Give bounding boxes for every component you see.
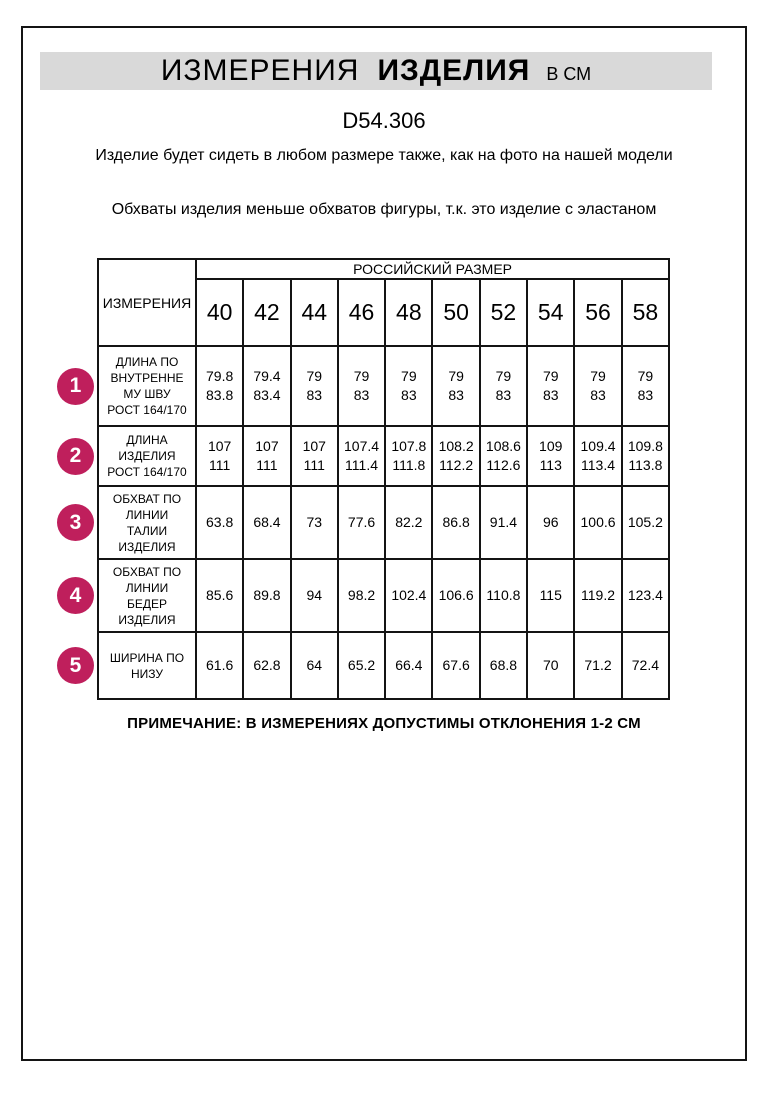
size-column-header: 50 [431,278,481,347]
intro-elastane-note: Обхваты изделия меньше обхватов фигуры, … [111,201,657,218]
row-number-badge: 2 [57,437,94,475]
value-cell: 109 113 [526,425,576,487]
row-number-badge: 3 [57,504,94,541]
value-cell: 89.8 [242,558,292,633]
value-cell: 110.8 [478,558,529,633]
value-cell: 70 [526,631,576,700]
row-number-badge: 4 [57,577,94,614]
value-cell: 115 [526,558,576,633]
size-column-header: 42 [242,278,292,347]
title-unit: В СМ [546,64,592,84]
measurements-table: ИЗМЕРЕНИЯ РОССИЙСКИЙ РАЗМЕР 40 42 44 46 48 50… [97,258,671,700]
value-cell: 107 111 [242,425,292,487]
title-product: ИЗДЕЛИЯ [377,54,531,87]
table-row: ОБХВАТ ПО ЛИНИИ БЕДЕР ИЗДЕЛИЯ 85.6 89.8 94 9… [97,558,671,633]
value-cell: 73 [289,485,339,560]
value-cell: 67.6 [431,631,481,700]
size-column-header: 48 [384,278,434,347]
measurements-column-header: ИЗМЕРЕНИЯ [97,258,197,347]
row-label: ШИРИНА ПО НИЗУ [97,631,197,700]
value-cell: 68.8 [478,631,529,700]
value-cell: 79 83 [573,345,623,427]
value-cell: 107 111 [289,425,339,487]
value-cell: 94 [289,558,339,633]
value-cell: 109.4 113.4 [573,425,623,487]
value-cell: 102.4 [384,558,434,633]
value-cell: 79 83 [336,345,387,427]
table-row: ШИРИНА ПО НИЗУ 61.6 62.8 64 65.2 66.4 67.6 68.8… [97,631,671,700]
value-cell: 79 83 [384,345,434,427]
value-cell: 63.8 [194,485,245,560]
value-cell: 68.4 [242,485,292,560]
value-cell: 79 83 [478,345,529,427]
value-cell: 77.6 [336,485,387,560]
value-cell: 123.4 [620,558,671,633]
value-cell: 96 [526,485,576,560]
model-code: D54.306 [342,108,426,133]
size-column-header: 54 [526,278,576,347]
row-number-badge: 1 [57,367,94,405]
size-column-header: 46 [336,278,387,347]
value-cell: 65.2 [336,631,387,700]
value-cell: 79 83 [620,345,671,427]
size-column-header: 52 [478,278,529,347]
table-row: ДЛИНА ИЗДЕЛИЯ РОСТ 164/170 107 111 107 111… [97,425,671,487]
value-cell: 79 83 [289,345,339,427]
value-cell: 79.8 83.8 [194,345,245,427]
russian-size-header: РОССИЙСКИЙ РАЗМЕР [194,258,671,280]
value-cell: 86.8 [431,485,481,560]
value-cell: 79.4 83.4 [242,345,292,427]
value-cell: 79 83 [526,345,576,427]
page-title-banner: ИЗМЕРЕНИЯ ИЗДЕЛИЯ В СМ [40,52,712,90]
size-group-row: ИЗМЕРЕНИЯ РОССИЙСКИЙ РАЗМЕР [97,258,671,347]
value-cell: 106.6 [431,558,481,633]
value-cell: 62.8 [242,631,292,700]
value-cell: 108.2 112.2 [431,425,481,487]
value-cell: 107.8 111.8 [384,425,434,487]
value-cell: 72.4 [620,631,671,700]
size-column-header: 58 [620,278,671,347]
value-cell: 108.6 112.6 [478,425,529,487]
size-values-row: 40 42 44 46 48 50 52 54 56 58 [98,278,671,347]
row-label: ОБХВАТ ПО ЛИНИИ БЕДЕР ИЗДЕЛИЯ [97,558,197,633]
table-row: ОБХВАТ ПО ЛИНИИ ТАЛИИ ИЗДЕЛИЯ 63.8 68.4 73 7… [97,485,671,560]
row-label: ДЛИНА ИЗДЕЛИЯ РОСТ 164/170 [97,425,197,487]
value-cell: 61.6 [194,631,245,700]
intro-fit-note: Изделие будет сидеть в любом размере так… [95,147,673,164]
value-cell: 64 [289,631,339,700]
value-cell: 105.2 [620,485,671,560]
row-label: ДЛИНА ПО ВНУТРЕННЕ МУ ШВУ РОСТ 164/170 [97,345,197,427]
row-label: ОБХВАТ ПО ЛИНИИ ТАЛИИ ИЗДЕЛИЯ [97,485,197,560]
row-number-badge: 5 [57,647,94,684]
size-column-header: 56 [573,278,623,347]
value-cell: 79 83 [431,345,481,427]
value-cell: 82.2 [384,485,434,560]
value-cell: 119.2 [573,558,623,633]
value-cell: 107.4 111.4 [336,425,387,487]
title-measurements: ИЗМЕРЕНИЯ [160,54,360,87]
value-cell: 91.4 [478,485,529,560]
value-cell: 107 111 [194,425,245,487]
size-column-header: 40 [194,278,245,347]
value-cell: 100.6 [573,485,623,560]
value-cell: 85.6 [194,558,245,633]
table-row: ДЛИНА ПО ВНУТРЕННЕ МУ ШВУ РОСТ 164/170 79… [97,345,671,427]
value-cell: 66.4 [384,631,434,700]
value-cell: 98.2 [336,558,387,633]
tolerance-note: ПРИМЕЧАНИЕ: В ИЗМЕРЕНИЯХ ДОПУСТИМЫ ОТКЛО… [127,715,641,732]
value-cell: 109.8 113.8 [620,425,671,487]
page-frame: ИЗМЕРЕНИЯ ИЗДЕЛИЯ В СМ D54.306 Изделие буд… [21,26,747,1061]
size-column-header: 44 [289,278,339,347]
value-cell: 71.2 [573,631,623,700]
